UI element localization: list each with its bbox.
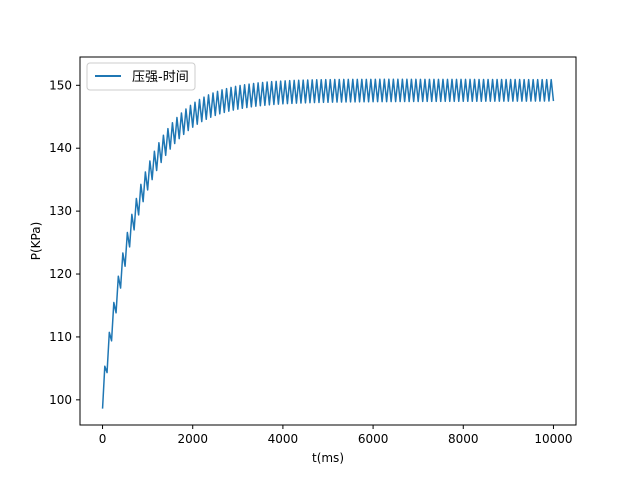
y-tick-label: 120 [49, 267, 72, 281]
x-tick-label: 4000 [268, 432, 299, 446]
y-ticks: 100 110 120 130 140 150 [49, 78, 80, 407]
x-tick-label: 6000 [358, 432, 389, 446]
plot-area [80, 57, 576, 425]
legend-box [86, 62, 196, 91]
y-tick-label: 140 [49, 141, 72, 155]
x-tick-label: 2000 [177, 432, 208, 446]
x-tick-label: 0 [99, 432, 107, 446]
y-tick-label: 100 [49, 393, 72, 407]
y-axis-label: P(KPa) [29, 222, 43, 261]
series-group [101, 78, 555, 409]
x-axis-label: t(ms) [312, 451, 344, 465]
legend-label: 压强-时间 [132, 70, 189, 85]
x-ticks: 0 2000 4000 6000 8000 10000 [99, 425, 573, 446]
series-line-0 [101, 78, 555, 409]
y-tick-label: 130 [49, 204, 72, 218]
legend: 压强-时间 [86, 62, 196, 91]
y-tick-label: 150 [49, 78, 72, 92]
x-tick-label: 10000 [534, 432, 572, 446]
x-tick-label: 8000 [448, 432, 479, 446]
plot-frame [79, 56, 577, 426]
y-tick-label: 110 [49, 330, 72, 344]
